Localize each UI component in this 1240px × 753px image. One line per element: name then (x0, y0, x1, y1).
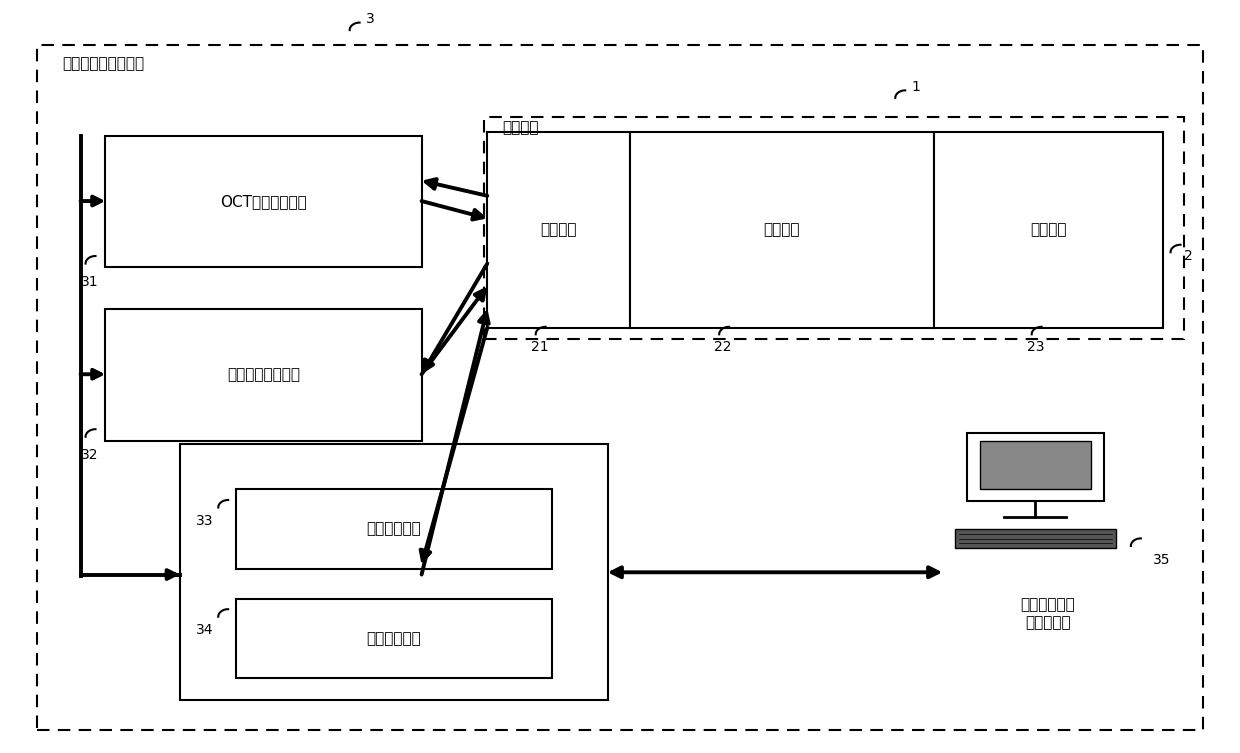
Bar (934, 132, 1163, 328)
Bar (105, 309, 422, 441)
Text: 同步控制单元: 同步控制单元 (366, 522, 422, 536)
Text: 32: 32 (81, 448, 98, 462)
Text: 图像处理模块: 图像处理模块 (366, 631, 422, 645)
Bar (955, 529, 1116, 548)
Bar (630, 132, 934, 328)
Text: 图像处理和显示系统: 图像处理和显示系统 (62, 56, 144, 72)
Text: 23: 23 (1027, 340, 1044, 355)
Bar (236, 489, 552, 569)
Text: 驱动组件: 驱动组件 (1030, 222, 1066, 237)
Text: OCT断层成像模块: OCT断层成像模块 (221, 194, 306, 209)
Text: 2: 2 (1184, 249, 1193, 263)
Text: 超声断层成像模块: 超声断层成像模块 (227, 367, 300, 382)
Bar (236, 599, 552, 678)
Text: 接口模块: 接口模块 (541, 222, 577, 237)
Text: 31: 31 (81, 275, 98, 289)
Text: 成像探头: 成像探头 (502, 120, 538, 136)
Text: 33: 33 (196, 514, 213, 528)
Text: 35: 35 (1153, 553, 1171, 568)
Text: 1: 1 (911, 80, 920, 94)
Bar (980, 441, 1091, 489)
Bar (967, 433, 1104, 501)
Text: 22: 22 (714, 340, 732, 355)
Text: 34: 34 (196, 623, 213, 637)
Text: 成像导管: 成像导管 (764, 222, 800, 237)
Text: 21: 21 (531, 340, 548, 355)
Bar (180, 444, 608, 700)
Text: 3: 3 (366, 12, 374, 26)
Text: 图像显示模块
及用户界面: 图像显示模块 及用户界面 (1021, 597, 1075, 630)
Bar (105, 136, 422, 267)
Bar (484, 117, 1184, 339)
Bar (487, 132, 630, 328)
